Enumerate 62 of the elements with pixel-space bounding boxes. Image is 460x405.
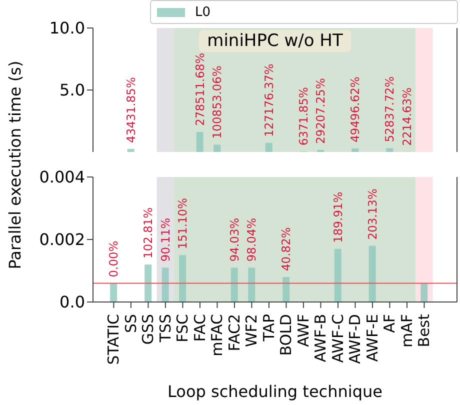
legend-label: L0 — [194, 4, 211, 20]
annotation: 49496.62% — [348, 76, 362, 142]
bar — [265, 142, 272, 152]
x-tick-label: GSS — [139, 314, 158, 345]
x-tick-label: Best — [415, 314, 434, 348]
y-tick-label: 10.0 — [49, 18, 85, 38]
bar — [127, 148, 134, 152]
bar — [352, 148, 359, 152]
y-axis-title: Parallel execution time (s) — [6, 60, 24, 270]
bar — [214, 144, 221, 152]
annotation: 100853.06% — [210, 65, 224, 139]
y-tick-label: 0.002 — [39, 230, 85, 250]
bar — [144, 264, 152, 302]
x-tick-label: mFAC — [208, 314, 226, 356]
annotation: 43431.85% — [124, 77, 138, 143]
annotation: 52837.72% — [382, 76, 397, 142]
bar — [162, 268, 169, 302]
bar — [368, 246, 376, 302]
bar — [179, 255, 186, 302]
bar — [420, 283, 428, 302]
x-tick-label: WF2 — [242, 314, 261, 348]
x-tick-label: AWF — [294, 314, 312, 347]
x-tick-label: FSC — [174, 314, 192, 342]
x-tick-label: AWF-B — [312, 314, 330, 362]
bar — [230, 268, 238, 302]
annotation: 189.91% — [330, 192, 345, 243]
x-tick-label: STATIC — [104, 314, 123, 365]
x-tick-label: TSS — [156, 314, 174, 344]
x-tick-label: TAP — [260, 314, 278, 342]
annotation: 127176.37% — [262, 64, 276, 137]
bar — [110, 283, 118, 302]
annotation: 0.00% — [106, 240, 121, 278]
annotation: 203.13% — [365, 188, 380, 240]
bar — [248, 268, 256, 302]
annotation: 278511.68% — [192, 52, 207, 126]
x-tick-label: FAC2 — [225, 314, 244, 352]
annotation: 29207.25% — [314, 78, 328, 144]
y-tick-label: 0.0 — [60, 292, 85, 312]
bar — [334, 248, 342, 302]
x-tick-label: FAC — [190, 314, 209, 342]
y-tick-label: 5.0 — [60, 80, 85, 100]
x-tick-label: mAF — [398, 314, 416, 348]
chart-title: miniHPC w/o HT — [199, 30, 351, 52]
annotation: 6371.85% — [296, 86, 310, 146]
annotation: 102.81% — [141, 207, 156, 258]
annotation: 90.11% — [158, 218, 172, 262]
annotation: 151.10% — [176, 198, 190, 250]
bar — [282, 277, 290, 302]
annotation: 40.82% — [279, 227, 294, 271]
annotation: 94.03% — [227, 218, 242, 262]
x-tick-label: AF — [380, 314, 399, 333]
x-tick-label: SS — [122, 314, 140, 334]
annotation: 2214.63% — [400, 87, 414, 146]
x-tick-label: AWF-E — [363, 314, 382, 362]
bar — [386, 148, 394, 152]
x-tick-label: BOLD — [277, 314, 296, 356]
x-axis-title: Loop scheduling technique — [168, 382, 382, 401]
x-tick-label: AWF-C — [328, 314, 347, 363]
x-tick-label: AWF-D — [346, 314, 364, 364]
annotation: 98.04% — [244, 218, 259, 262]
y-tick-label: 0.004 — [39, 168, 85, 187]
bar — [196, 132, 204, 152]
